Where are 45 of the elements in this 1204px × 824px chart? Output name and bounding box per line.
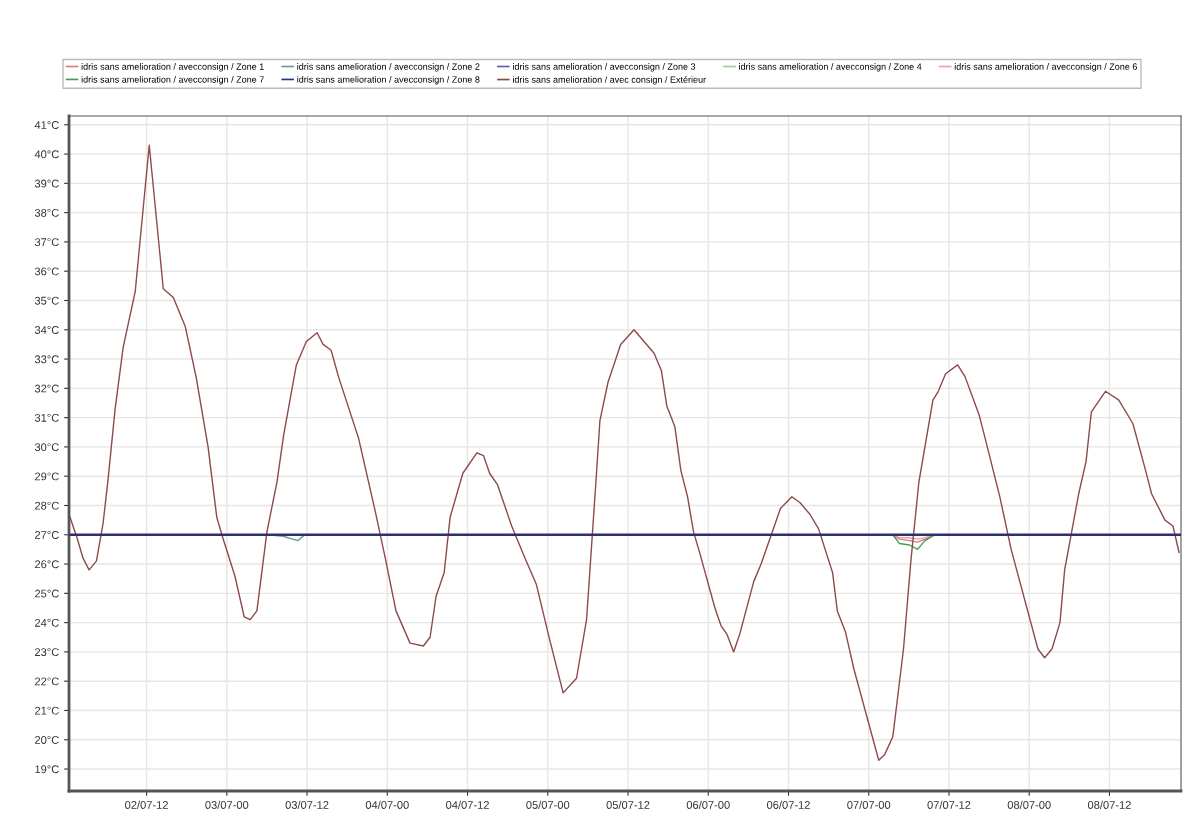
line-series <box>892 534 936 551</box>
legend-label: idris sans amelioration / avecconsign / Zone 6 <box>954 63 1137 72</box>
legend-label: idris sans amelioration / avecconsign / Zone 2 <box>297 63 480 72</box>
y-tick-label: 32°C <box>34 384 59 393</box>
y-tick-label: 39°C <box>34 179 59 188</box>
y-tick-label: 25°C <box>35 589 59 598</box>
y-tick-label: 35°C <box>34 296 59 305</box>
x-tick-label: 03/07-12 <box>285 800 329 809</box>
y-tick-label: 37°C <box>34 238 59 247</box>
x-tick-label: 05/07-00 <box>526 800 570 809</box>
x-tick-label: 03/07-00 <box>205 800 249 809</box>
x-tick-label: 06/07-00 <box>686 800 730 809</box>
x-tick-label: 08/07-00 <box>1007 800 1051 809</box>
y-tick-label: 33°C <box>34 355 59 364</box>
y-tick-label: 22°C <box>35 677 59 686</box>
y-tick-label: 20°C <box>35 736 59 744</box>
x-tick-label: 06/07-12 <box>766 800 810 809</box>
x-tick-label: 08/07-12 <box>1087 800 1131 809</box>
legend-label: idris sans amelioration / avecconsign / Zone 3 <box>512 63 696 72</box>
y-tick-label: 34°C <box>34 326 59 334</box>
y-tick-label: 41°C <box>34 121 59 129</box>
y-tick-label: 38°C <box>34 208 59 217</box>
x-tick-label: 04/07-12 <box>446 800 489 809</box>
y-tick-label: 19°C <box>35 765 59 774</box>
y-tick-label: 28°C <box>35 501 59 510</box>
y-tick-label: 27°C <box>35 531 59 539</box>
legend-label: idris sans amelioration / avecconsign / Zone 4 <box>739 63 922 72</box>
y-tick-label: 30°C <box>34 443 59 452</box>
x-tick-label: 02/07-12 <box>125 800 168 809</box>
y-tick-label: 31°C <box>34 413 59 422</box>
y-tick-label: 40°C <box>34 150 59 159</box>
legend-label: idris sans amelioration / avecconsign / Zone 1 <box>81 63 264 72</box>
legend-label: idris sans amelioration / avecconsign / Zone 7 <box>81 76 264 85</box>
y-tick-label: 26°C <box>35 560 59 569</box>
y-tick-label: 29°C <box>35 472 59 481</box>
x-tick-label: 04/07-00 <box>365 800 409 809</box>
x-tick-label: 07/07-12 <box>927 800 971 809</box>
legend-label: idris sans amelioration / avecconsign / Zone 8 <box>297 76 480 85</box>
x-tick-label: 07/07-00 <box>847 800 891 809</box>
y-tick-label: 23°C <box>35 648 59 657</box>
y-tick-label: 21°C <box>35 706 59 715</box>
y-tick-label: 36°C <box>34 267 59 276</box>
y-tick-label: 24°C <box>35 618 59 627</box>
x-tick-label: 05/07-12 <box>606 800 650 809</box>
legend-label: idris sans amelioration / avec consign / Extérieur <box>512 76 706 85</box>
